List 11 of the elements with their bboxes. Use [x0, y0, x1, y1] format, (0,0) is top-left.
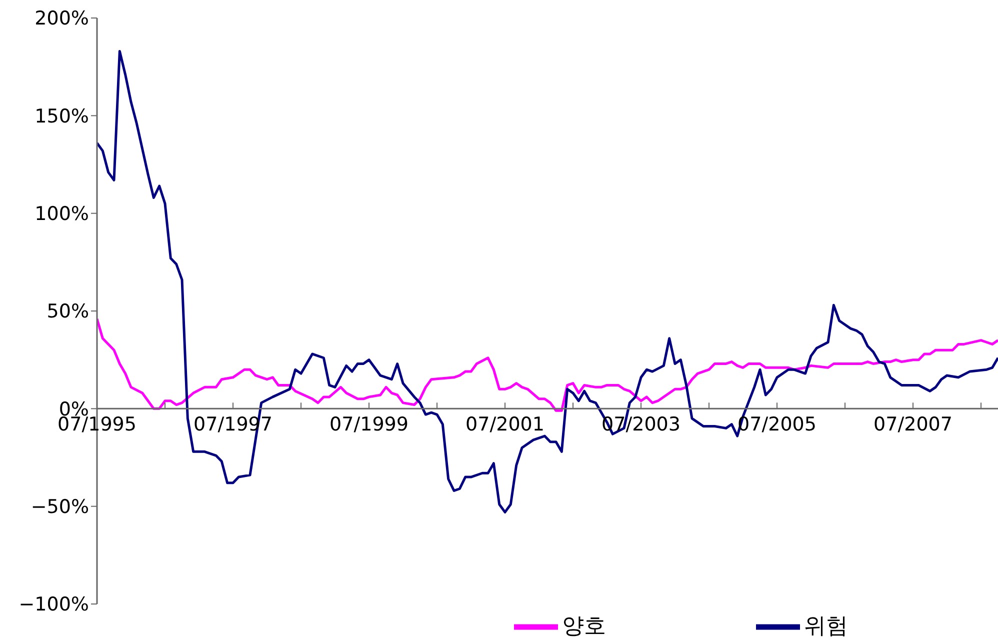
y-tick-label: −100%: [18, 594, 89, 616]
legend-label: 양호: [562, 614, 606, 640]
y-tick-label: 100%: [34, 203, 89, 226]
x-tick-label: 07/1999: [330, 414, 408, 436]
y-tick-label: 50%: [46, 300, 89, 323]
x-tick-label: 07/2007: [874, 414, 952, 436]
y-tick-label: −50%: [30, 496, 89, 518]
y-tick-label: 200%: [34, 8, 89, 30]
x-tick-label: 07/2001: [466, 414, 544, 436]
legend-label: 위험: [804, 614, 848, 640]
y-tick-label: 150%: [34, 105, 89, 128]
